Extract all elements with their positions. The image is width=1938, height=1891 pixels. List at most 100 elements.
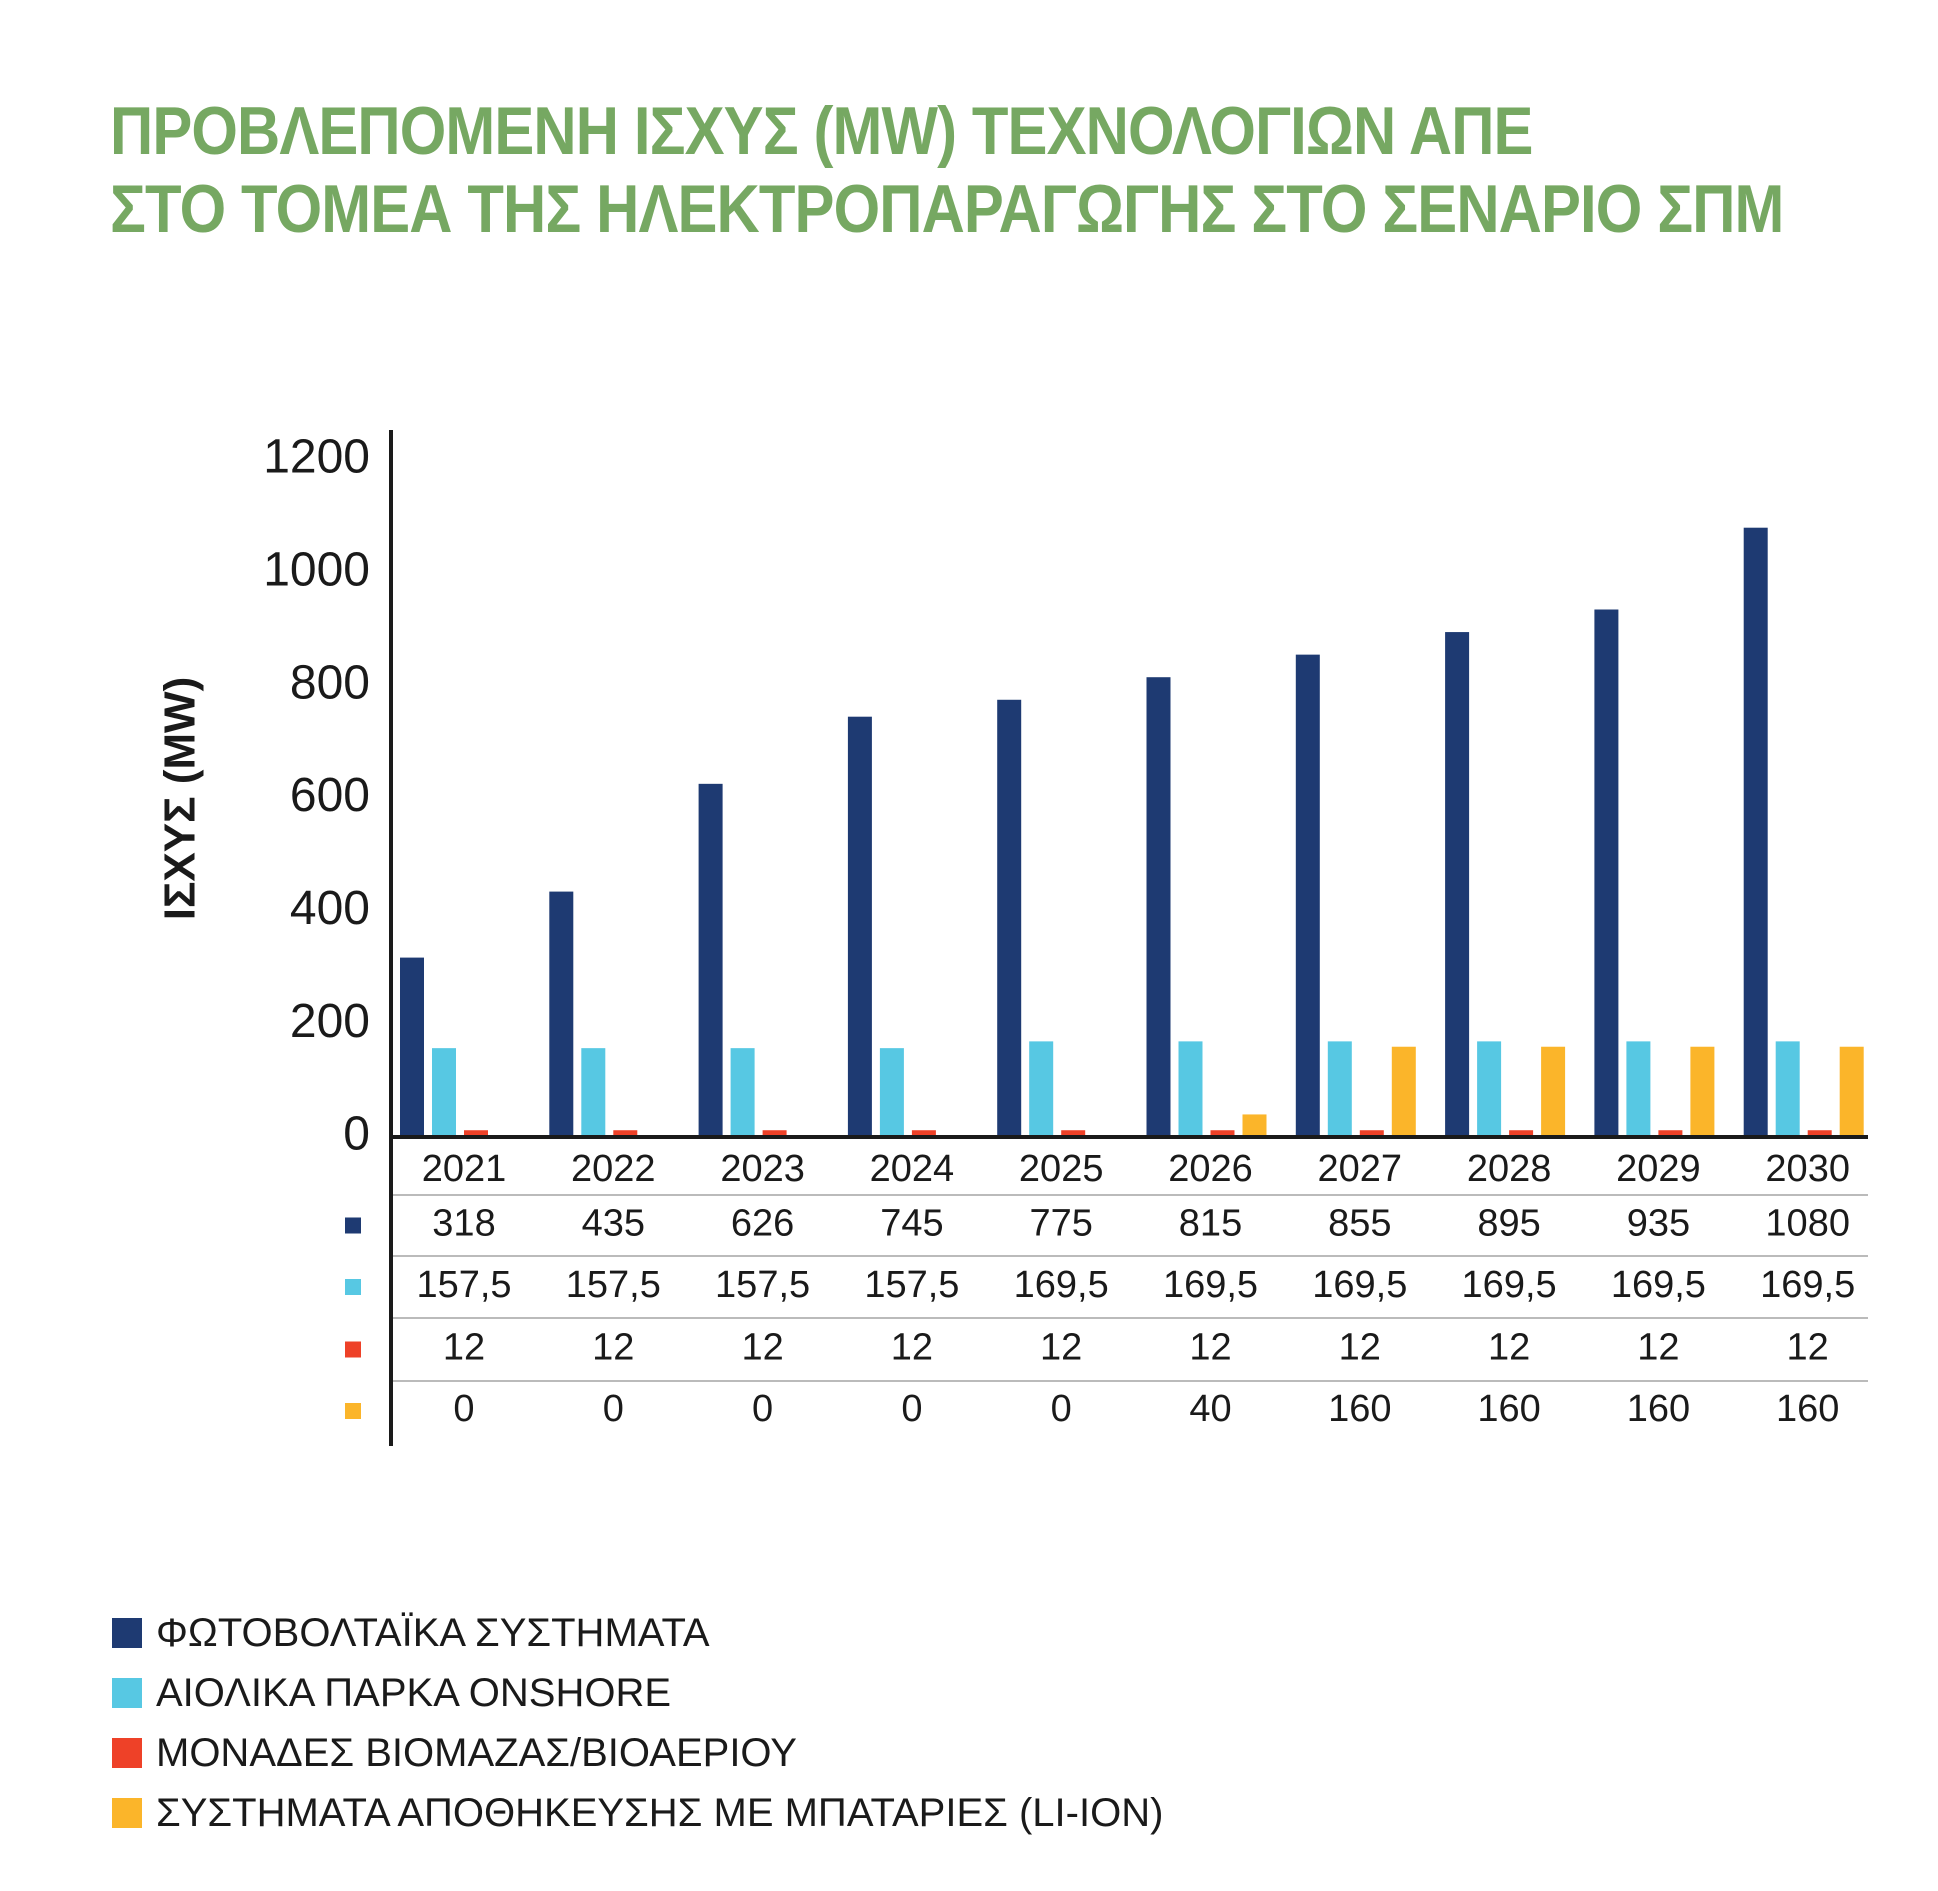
- data-label-s0-2025: 775: [1029, 1203, 1092, 1245]
- bar-s2-2028: [1509, 1130, 1534, 1137]
- data-label-s1-2021: 157,5: [416, 1264, 511, 1306]
- bar-s1-2023: [730, 1048, 755, 1137]
- bar-s3-2026: [1242, 1114, 1267, 1137]
- bar-s3-2029: [1690, 1046, 1715, 1137]
- data-label-s1-2025: 169,5: [1014, 1264, 1109, 1306]
- data-label-s2-2021: 12: [443, 1327, 485, 1369]
- data-label-s3-2023: 0: [752, 1388, 773, 1430]
- chart-title-line-1: ΠΡΟΒΛΕΠΟΜΕΝΗ ΙΣΧΥΣ (MW) ΤΕΧΝΟΛΟΓΙΩΝ ΑΠΕ: [110, 93, 1533, 169]
- data-label-s2-2027: 12: [1339, 1327, 1381, 1369]
- bar-s2-2023: [762, 1130, 787, 1137]
- bar-s2-2025: [1061, 1130, 1086, 1137]
- chart-title: ΠΡΟΒΛΕΠΟΜΕΝΗ ΙΣΧΥΣ (MW) ΤΕΧΝΟΛΟΓΙΩΝ ΑΠΕ …: [110, 92, 1784, 248]
- data-label-s2-2030: 12: [1787, 1327, 1829, 1369]
- chart-title-line-2: ΣΤΟ ΤΟΜΕΑ ΤΗΣ ΗΛΕΚΤΡΟΠΑΡΑΓΩΓΗΣ ΣΤΟ ΣΕΝΑΡ…: [110, 171, 1784, 247]
- legend: ΦΩΤΟΒΟΛΤΑΪΚΑ ΣΥΣΤΗΜΑΤΑ ΑΙΟΛΙΚΑ ΠΑΡΚΑ ONS…: [112, 1603, 1163, 1843]
- bar-s0-2028: [1445, 632, 1470, 1137]
- bar-s1-2026: [1178, 1041, 1203, 1137]
- data-label-s2-2024: 12: [891, 1327, 933, 1369]
- legend-swatch-battery: [112, 1798, 142, 1828]
- bar-s3-2030: [1839, 1046, 1864, 1137]
- x-tick-label: 2028: [1467, 1148, 1552, 1190]
- x-tick-label: 2029: [1616, 1148, 1701, 1190]
- x-tick-label: 2030: [1765, 1148, 1850, 1190]
- bar-s2-2021: [464, 1130, 488, 1137]
- data-label-s2-2022: 12: [592, 1327, 634, 1369]
- legend-item-battery: ΣΥΣΤΗΜΑΤΑ ΑΠΟΘΗΚΕΥΣΗΣ ΜΕ ΜΠΑΤΑΡΙΕΣ (LI-I…: [112, 1783, 1163, 1843]
- data-label-s1-2029: 169,5: [1611, 1264, 1706, 1306]
- bar-s1-2024: [879, 1048, 904, 1137]
- bar-s0-2025: [997, 699, 1022, 1137]
- legend-item-wind: ΑΙΟΛΙΚΑ ΠΑΡΚΑ ONSHORE: [112, 1663, 1163, 1723]
- x-tick-label: 2021: [422, 1148, 507, 1190]
- data-label-s0-2030: 1080: [1765, 1203, 1850, 1245]
- bar-s1-2022: [581, 1048, 606, 1137]
- bar-s0-2022: [549, 891, 574, 1137]
- data-label-s3-2024: 0: [901, 1388, 922, 1430]
- data-label-s0-2028: 895: [1477, 1203, 1540, 1245]
- x-tick-label: 2022: [571, 1148, 656, 1190]
- y-tick-label: 600: [290, 769, 370, 822]
- data-label-s1-2023: 157,5: [715, 1264, 810, 1306]
- data-label-s1-2022: 157,5: [566, 1264, 661, 1306]
- y-tick-label: 200: [290, 995, 370, 1048]
- data-label-s0-2021: 318: [432, 1203, 495, 1245]
- data-label-s0-2026: 815: [1179, 1203, 1242, 1245]
- y-tick-label: 1200: [263, 431, 370, 484]
- bar-s1-2027: [1327, 1041, 1352, 1137]
- bar-s0-2029: [1594, 609, 1619, 1137]
- data-label-s0-2023: 626: [731, 1203, 794, 1245]
- x-tick-label: 2024: [870, 1148, 955, 1190]
- bar-s2-2026: [1210, 1130, 1235, 1137]
- y-tick-label: 1000: [263, 544, 370, 597]
- bar-s1-2030: [1775, 1041, 1800, 1137]
- y-tick-label: 400: [290, 882, 370, 935]
- bar-s2-2022: [613, 1130, 638, 1137]
- bar-s3-2028: [1541, 1046, 1566, 1137]
- data-label-s2-2023: 12: [741, 1327, 783, 1369]
- y-tick-label: 800: [290, 656, 370, 709]
- data-label-s2-2028: 12: [1488, 1327, 1530, 1369]
- bar-s0-2030: [1743, 527, 1768, 1137]
- x-tick-label: 2026: [1168, 1148, 1253, 1190]
- y-axis-title: ΙΣΧΥΣ (MW): [156, 677, 205, 920]
- data-label-s3-2026: 40: [1189, 1388, 1231, 1430]
- data-label-s1-2027: 169,5: [1312, 1264, 1407, 1306]
- bar-s0-2024: [847, 716, 872, 1137]
- legend-item-pv: ΦΩΤΟΒΟΛΤΑΪΚΑ ΣΥΣΤΗΜΑΤΑ: [112, 1603, 1163, 1663]
- bar-s2-2027: [1359, 1130, 1384, 1137]
- data-label-s3-2027: 160: [1328, 1388, 1391, 1430]
- data-label-s1-2028: 169,5: [1462, 1264, 1557, 1306]
- legend-label-pv: ΦΩΤΟΒΟΛΤΑΪΚΑ ΣΥΣΤΗΜΑΤΑ: [156, 1610, 710, 1655]
- x-tick-label: 2023: [720, 1148, 805, 1190]
- bar-s0-2027: [1295, 654, 1320, 1137]
- legend-swatch-wind: [112, 1678, 142, 1708]
- bar-s0-2021: [400, 957, 424, 1137]
- bar-s3-2027: [1391, 1046, 1416, 1137]
- legend-swatch-pv: [112, 1618, 142, 1648]
- y-tick-label: 0: [343, 1108, 370, 1161]
- legend-label-biomass: ΜΟΝΑΔΕΣ ΒΙΟΜΑΖΑΣ/ΒΙΟΑΕΡΙΟΥ: [156, 1730, 797, 1775]
- data-label-s3-2029: 160: [1627, 1388, 1690, 1430]
- data-label-s0-2027: 855: [1328, 1203, 1391, 1245]
- bar-s1-2025: [1029, 1041, 1054, 1137]
- data-label-s3-2022: 0: [603, 1388, 624, 1430]
- bar-s0-2023: [698, 783, 723, 1137]
- legend-swatch-biomass: [112, 1738, 142, 1768]
- data-label-s2-2025: 12: [1040, 1327, 1082, 1369]
- bar-s2-2024: [911, 1130, 936, 1137]
- data-label-s0-2024: 745: [880, 1203, 943, 1245]
- bar-s0-2026: [1146, 677, 1171, 1137]
- table-swatch-s0: [345, 1217, 361, 1234]
- data-label-s1-2030: 169,5: [1760, 1264, 1855, 1306]
- data-label-s3-2025: 0: [1051, 1388, 1072, 1430]
- legend-item-biomass: ΜΟΝΑΔΕΣ ΒΙΟΜΑΖΑΣ/ΒΙΟΑΕΡΙΟΥ: [112, 1723, 1163, 1783]
- x-tick-label: 2025: [1019, 1148, 1104, 1190]
- bar-s2-2029: [1658, 1130, 1683, 1137]
- table-swatch-s1: [345, 1279, 361, 1295]
- bar-s1-2029: [1626, 1041, 1651, 1137]
- data-label-s2-2026: 12: [1189, 1327, 1231, 1369]
- legend-label-wind: ΑΙΟΛΙΚΑ ΠΑΡΚΑ ONSHORE: [156, 1670, 672, 1715]
- data-label-s1-2024: 157,5: [864, 1264, 959, 1306]
- bar-s1-2028: [1477, 1041, 1502, 1137]
